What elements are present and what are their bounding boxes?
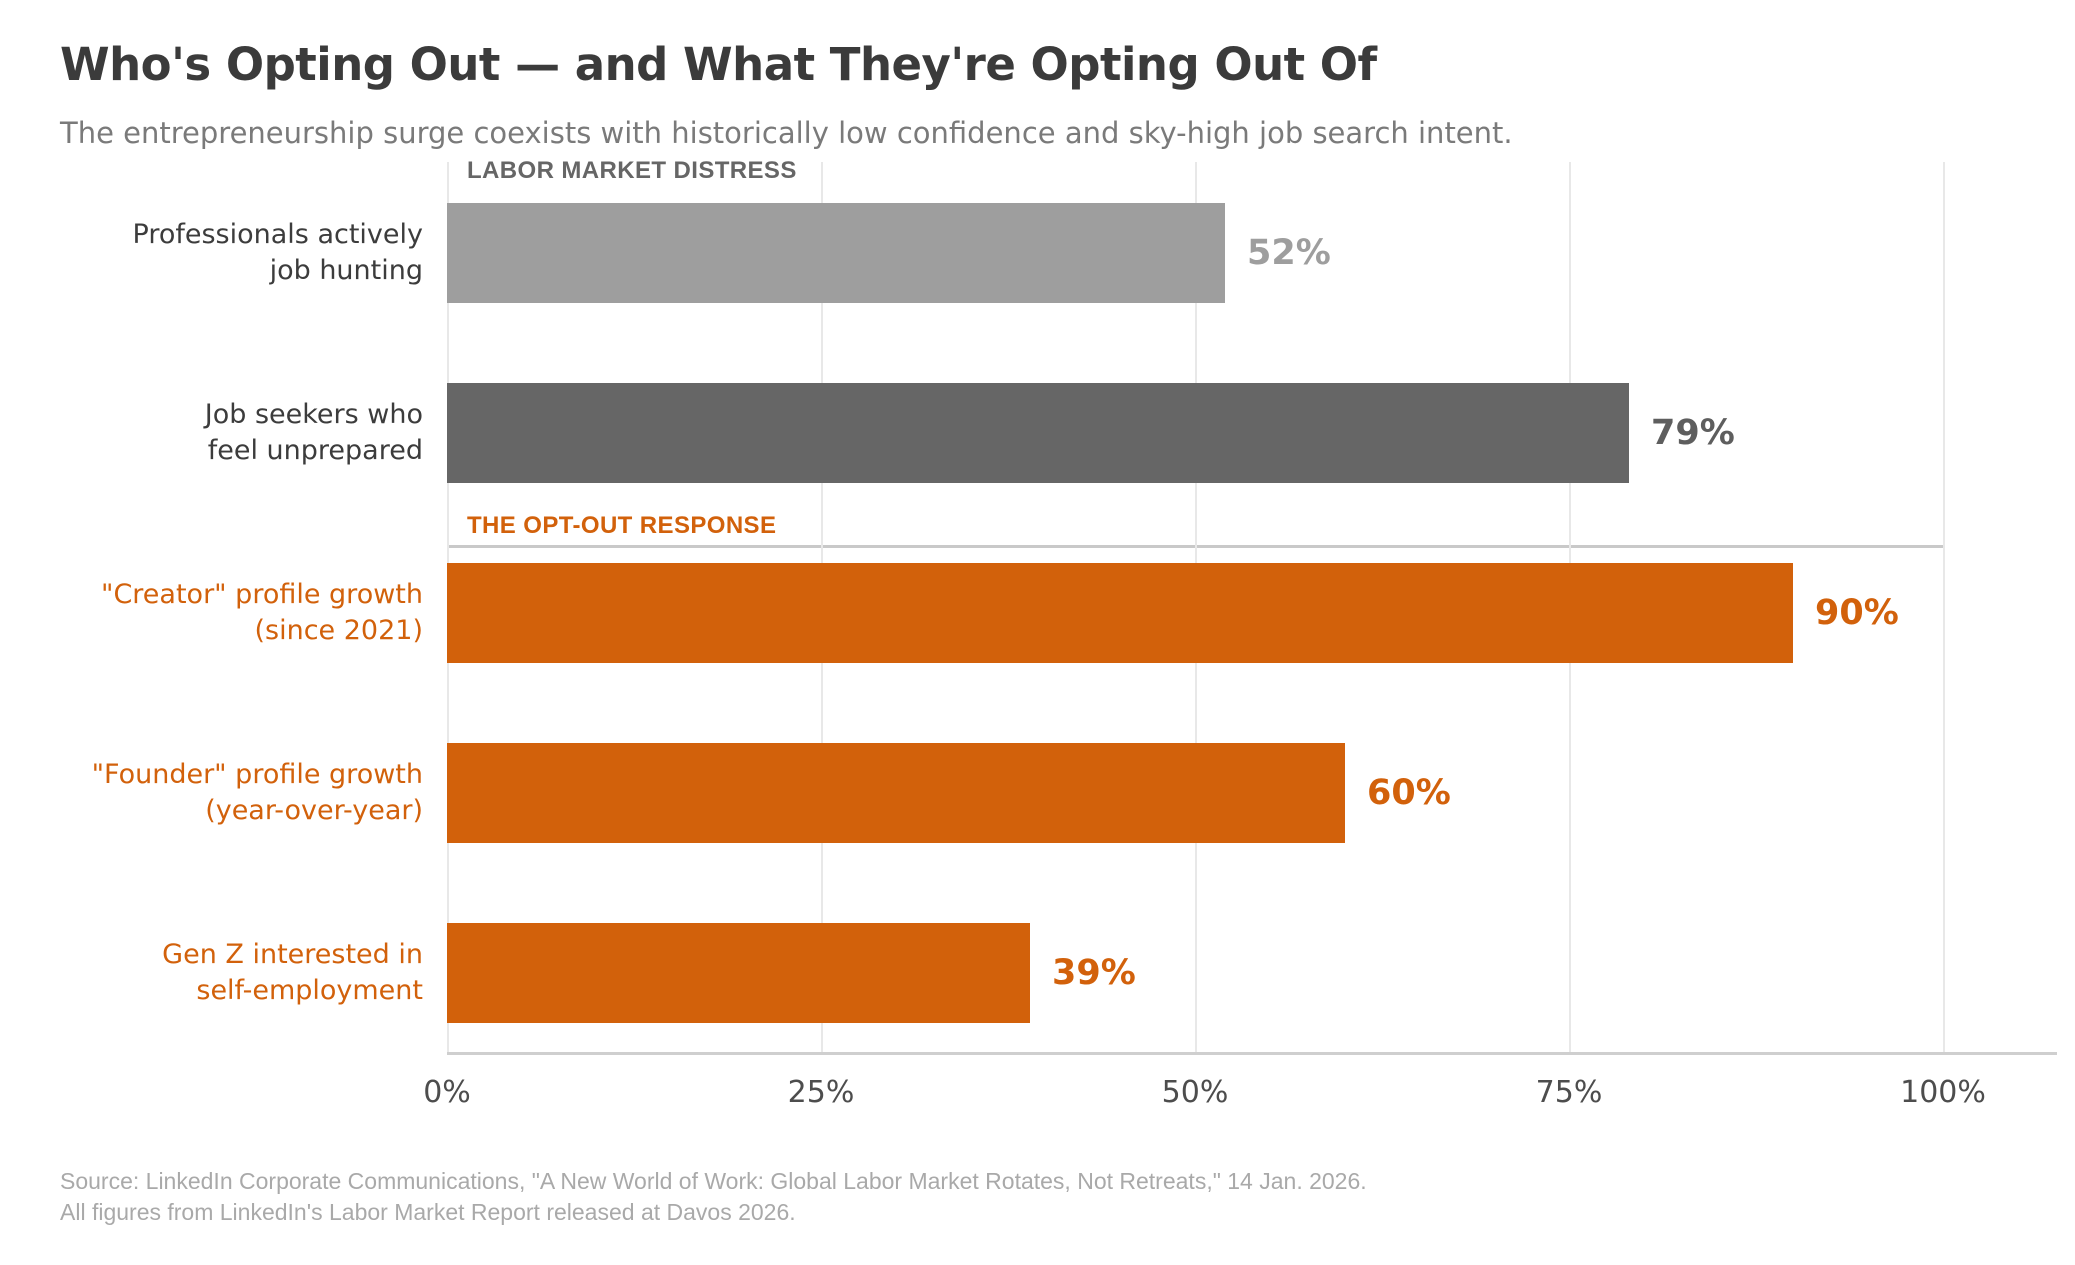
bar-row: 52% [447,203,2057,303]
x-tick-100%: 100% [1900,1075,1986,1110]
category-label-line: "Founder" profile growth [91,759,423,790]
category-label-line: Job seekers who [204,399,423,430]
plot-area: 52% 79% 90% 60% 39% [447,162,2057,1055]
source-line-2: All figures from LinkedIn's Labor Market… [60,1199,796,1225]
category-label-line: Professionals actively [132,219,423,250]
bar [447,563,1793,663]
category-label-line: (year-over-year) [205,795,423,826]
bar-row: 79% [447,383,2057,483]
bar [447,743,1345,843]
category-label-line: Gen Z interested in [162,939,423,970]
source-note: Source: LinkedIn Corporate Communication… [60,1166,1367,1228]
chart-title: Who's Opting Out — and What They're Opti… [60,38,1377,91]
category-label: Gen Z interested in self-employment [60,923,423,1023]
x-tick-75%: 75% [1535,1075,1603,1110]
x-axis-line [447,1052,2057,1055]
chart-subtitle: The entrepreneurship surge coexists with… [60,116,1513,150]
bar-row: 60% [447,743,2057,843]
bar-value-label: 60% [1367,773,1451,813]
bar [447,203,1225,303]
section-label-opt-out-response: THE OPT-OUT RESPONSE [467,512,777,539]
x-tick-25%: 25% [787,1075,855,1110]
category-label-line: job hunting [269,255,423,286]
category-label-line: "Creator" profile growth [101,579,423,610]
x-tick-0%: 0% [423,1075,471,1110]
bar-value-label: 52% [1247,233,1331,273]
bar-value-label: 79% [1651,413,1735,453]
bar-value-label: 90% [1815,593,1899,633]
category-label-line: feel unprepared [207,435,423,466]
gridline-100% [1943,162,1945,1053]
category-label-line: (since 2021) [254,615,424,646]
category-label: "Creator" profile growth (since 2021) [60,563,423,663]
bar-row: 90% [447,563,2057,663]
bar-row: 39% [447,923,2057,1023]
bar [447,923,1030,1023]
category-label-line: self-employment [196,975,423,1006]
bar-value-label: 39% [1052,953,1136,993]
section-label-labor-market-distress: LABOR MARKET DISTRESS [467,157,797,184]
x-tick-50%: 50% [1161,1075,1229,1110]
category-label: Professionals actively job hunting [60,203,423,303]
bar [447,383,1629,483]
category-label: "Founder" profile growth (year-over-year) [60,743,423,843]
category-label: Job seekers who feel unprepared [60,383,423,483]
source-line-1: Source: LinkedIn Corporate Communication… [60,1168,1367,1194]
